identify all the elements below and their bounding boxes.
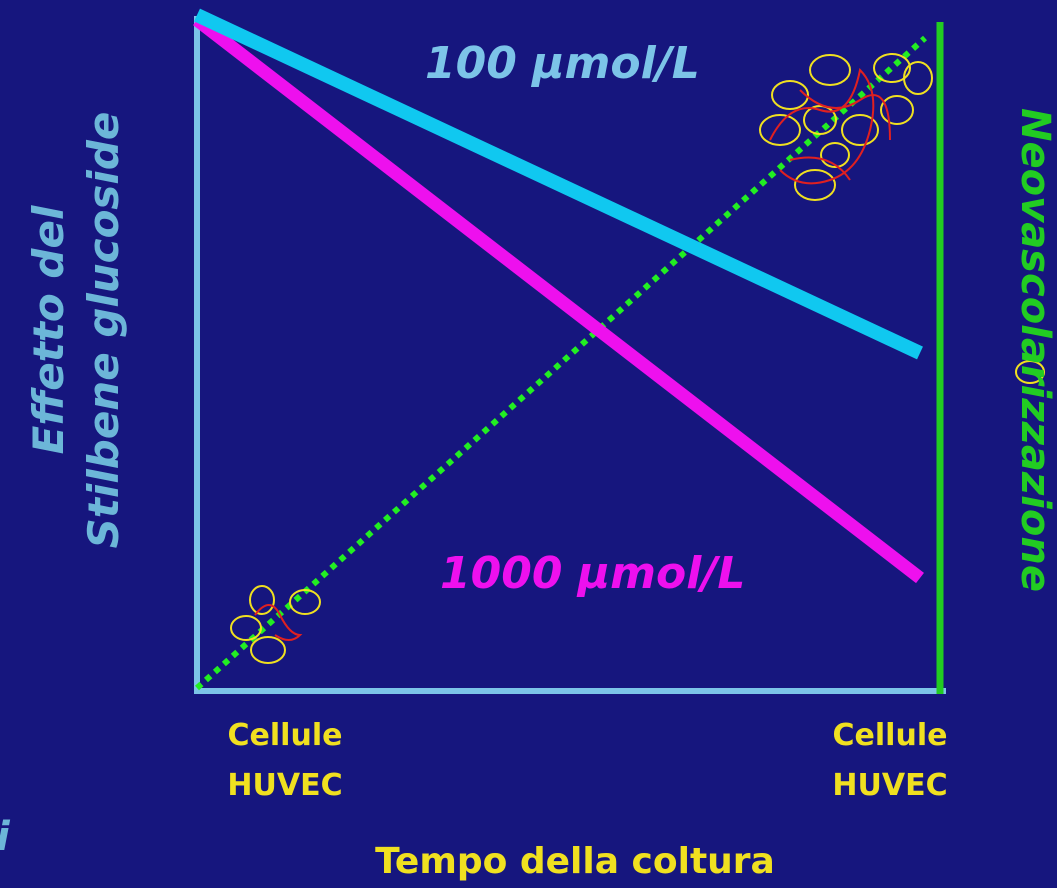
cell (841, 114, 879, 146)
cells-small (230, 585, 321, 664)
cell (230, 615, 262, 641)
cells-large (759, 53, 1045, 384)
x-end-label: Cellule (833, 718, 948, 753)
curve-label: 100 µmol/L (425, 38, 700, 89)
cell (250, 636, 286, 664)
cell (759, 114, 801, 146)
cell (873, 53, 911, 83)
y-axis-label: Effetto del (24, 205, 73, 454)
y-axis-label: Stilbene glucoside (79, 112, 128, 549)
curve-1000 (193, 14, 924, 584)
cell (771, 80, 809, 110)
cell (1015, 360, 1045, 384)
cell (794, 169, 836, 201)
corner-text: i (0, 814, 11, 860)
cell (903, 61, 933, 95)
y2-axis-label: Neovascolarizzazione (1012, 108, 1057, 592)
cell (803, 105, 837, 135)
x-end-label: HUVEC (832, 768, 947, 803)
cell (809, 54, 851, 86)
curve-100 (194, 8, 923, 360)
cell (880, 95, 914, 125)
x-axis-title: Tempo della coltura (375, 841, 775, 882)
vessels (769, 67, 891, 185)
cell (249, 585, 275, 615)
x-start-label: HUVEC (227, 768, 342, 803)
cell (289, 589, 321, 615)
x-start-label: Cellule (228, 718, 343, 753)
cell (820, 142, 850, 168)
vessel (254, 604, 303, 641)
curve-label: 1000 µmol/L (440, 548, 745, 599)
